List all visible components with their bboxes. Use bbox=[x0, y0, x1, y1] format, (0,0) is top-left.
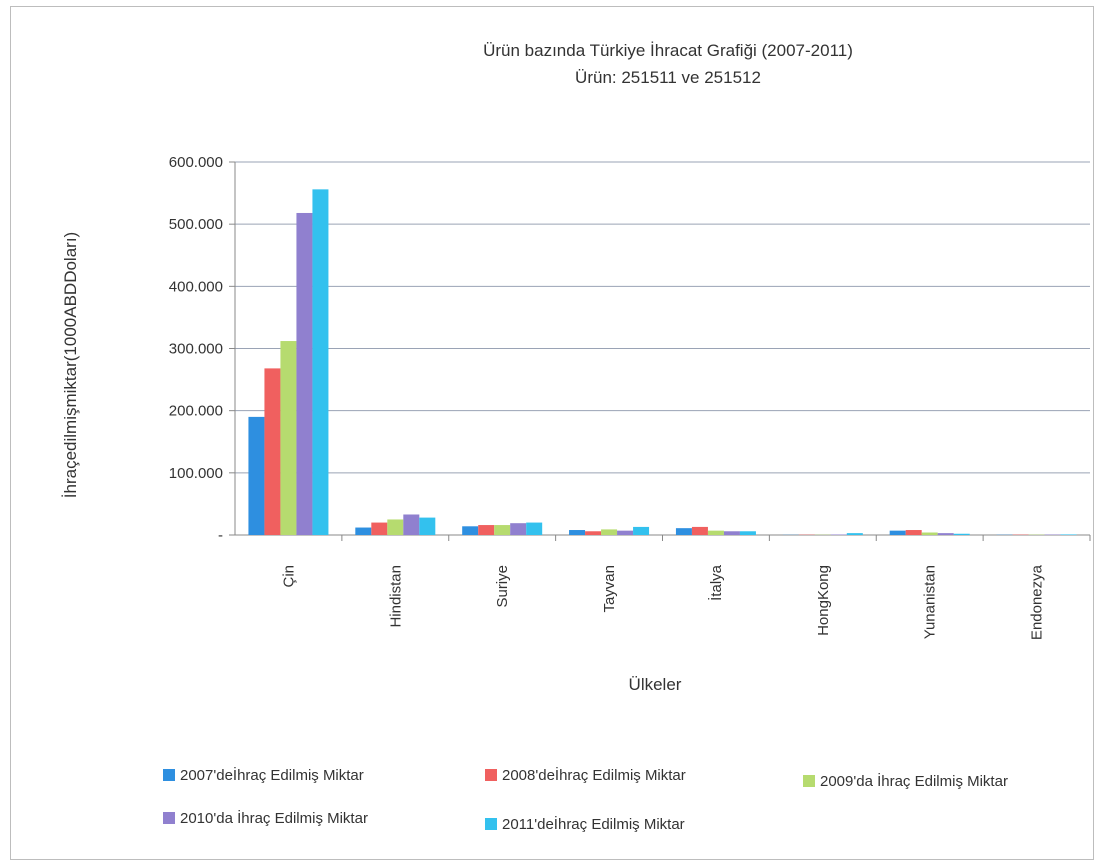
bar bbox=[526, 522, 543, 535]
bar bbox=[691, 526, 708, 535]
bar bbox=[355, 527, 372, 535]
bar bbox=[723, 531, 740, 535]
legend-swatch bbox=[485, 769, 497, 781]
y-ticks: - 100.000 200.000 300.000 400.000 500.000 600.… bbox=[169, 154, 235, 544]
bar bbox=[905, 530, 922, 535]
bar bbox=[387, 519, 404, 535]
y-tick-label: 100.000 bbox=[169, 465, 223, 482]
x-tick-label: İtalya bbox=[707, 564, 725, 601]
legend-label: 2010'da İhraç Edilmiş Miktar bbox=[180, 809, 368, 827]
bar bbox=[675, 528, 692, 535]
bar bbox=[846, 533, 863, 535]
chart-frame bbox=[10, 6, 1094, 860]
y-tick-label: 300.000 bbox=[169, 341, 223, 358]
bar bbox=[280, 341, 297, 535]
bar bbox=[371, 522, 388, 535]
legend-label: 2011'deİhraç Edilmiş Miktar bbox=[502, 815, 685, 833]
bar bbox=[937, 533, 954, 535]
bar bbox=[617, 530, 634, 535]
bar bbox=[312, 189, 329, 535]
bar bbox=[585, 531, 602, 535]
x-axis-label: Ülkeler bbox=[629, 675, 682, 694]
bar bbox=[248, 416, 265, 535]
x-tick-label: Suriye bbox=[494, 565, 511, 608]
bar bbox=[264, 368, 281, 535]
bar bbox=[601, 529, 618, 535]
x-ticks: Çin Hindistan Suriye Tayvan İtalya HongKong Yu… bbox=[280, 535, 1091, 640]
bar bbox=[739, 531, 756, 535]
bar bbox=[403, 514, 420, 535]
legend-label: 2007'deİhraç Edilmiş Miktar bbox=[180, 766, 364, 784]
bar bbox=[953, 533, 970, 535]
y-tick-label: 500.000 bbox=[169, 216, 223, 233]
bar bbox=[510, 523, 527, 535]
x-tick-label: Endonezya bbox=[1029, 564, 1046, 640]
legend-swatch bbox=[485, 818, 497, 830]
x-tick-label: Hindistan bbox=[387, 565, 404, 628]
x-tick-label: Çin bbox=[280, 565, 297, 588]
legend-swatch bbox=[163, 769, 175, 781]
legend-label: 2009'da İhraç Edilmiş Miktar bbox=[820, 772, 1008, 790]
x-tick-label: Tayvan bbox=[601, 565, 618, 613]
x-tick-label: Yunanistan bbox=[922, 565, 939, 639]
bar bbox=[921, 532, 938, 535]
y-tick-label: 200.000 bbox=[169, 403, 223, 420]
bar bbox=[494, 525, 511, 535]
bar bbox=[889, 530, 906, 535]
bar bbox=[633, 526, 650, 535]
legend: 2007'deİhraç Edilmiş Miktar 2008'deİhraç … bbox=[163, 766, 1008, 833]
legend-swatch bbox=[803, 775, 815, 787]
bar bbox=[419, 517, 436, 535]
bar bbox=[1060, 534, 1077, 535]
y-tick-label: 400.000 bbox=[169, 278, 223, 295]
chart-subtitle: Ürün: 251511 ve 251512 bbox=[575, 68, 761, 87]
y-tick-label: 600.000 bbox=[169, 154, 223, 171]
bar bbox=[478, 525, 495, 535]
bar bbox=[462, 526, 479, 535]
y-axis-label: İhraçedilmişmiktar(1000ABDDoları) bbox=[61, 232, 80, 498]
bar bbox=[707, 530, 724, 535]
legend-swatch bbox=[163, 812, 175, 824]
y-tick-label: - bbox=[218, 527, 223, 544]
chart-title: Ürün bazında Türkiye İhracat Grafiği (20… bbox=[483, 41, 853, 60]
legend-label: 2008'deİhraç Edilmiş Miktar bbox=[502, 766, 686, 784]
bars bbox=[248, 189, 1077, 535]
gridlines bbox=[234, 161, 1090, 536]
x-tick-label: HongKong bbox=[815, 565, 832, 636]
bar bbox=[569, 530, 586, 535]
bar bbox=[296, 212, 313, 535]
